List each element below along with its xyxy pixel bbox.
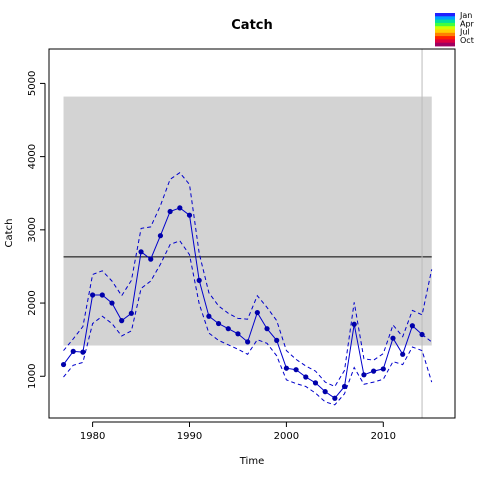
data-point	[186, 212, 193, 218]
data-point	[361, 372, 367, 378]
data-point	[293, 367, 299, 373]
legend-swatch	[435, 39, 455, 44]
legend-swatch	[435, 42, 455, 47]
data-point	[303, 374, 309, 380]
data-point	[80, 349, 86, 355]
data-point	[351, 321, 357, 327]
legend-swatch	[435, 32, 455, 37]
data-point	[400, 351, 406, 357]
data-point	[177, 205, 183, 211]
legend-swatch	[435, 22, 455, 27]
data-point	[245, 339, 251, 345]
data-point	[341, 383, 348, 390]
data-point	[235, 331, 241, 337]
data-point	[380, 366, 386, 372]
data-point	[109, 300, 115, 306]
points-layer	[60, 205, 425, 401]
data-point	[390, 335, 396, 341]
data-point	[70, 348, 76, 354]
data-point	[90, 292, 96, 298]
reference-band-layer	[63, 96, 432, 346]
upper-bound-line	[63, 172, 433, 388]
data-point	[99, 292, 105, 298]
data-point	[167, 208, 173, 215]
data-point	[148, 256, 154, 262]
data-point	[312, 380, 319, 386]
chart-title: Catch	[231, 18, 273, 33]
legend-swatch	[435, 13, 455, 17]
y-tick-label: 2000	[27, 290, 38, 315]
legend-swatch	[435, 19, 455, 24]
data-point	[254, 309, 260, 316]
data-point	[283, 365, 289, 371]
legend-swatch	[435, 29, 455, 34]
data-point	[419, 331, 425, 338]
data-point	[371, 368, 377, 374]
data-point	[119, 318, 125, 324]
data-point	[274, 337, 280, 343]
data-point	[409, 323, 415, 329]
axes-layer: 1980 1990 2000 2010 1000 2000 3000 4000 5000	[27, 71, 396, 442]
data-point	[128, 310, 134, 316]
plot-frame	[48, 48, 456, 419]
legend-label: Jan	[459, 11, 472, 20]
data-point	[60, 361, 67, 368]
legend-label: Oct	[460, 36, 474, 45]
data-point	[215, 320, 222, 327]
data-point	[225, 326, 231, 332]
data-point	[157, 233, 164, 239]
data-point	[206, 313, 212, 319]
legend-swatch	[435, 36, 455, 40]
data-point	[138, 249, 144, 255]
y-tick-label: 4000	[27, 144, 38, 169]
legend-label: Apr	[460, 19, 475, 28]
data-point	[322, 389, 328, 395]
legend-label: Jul	[459, 28, 470, 37]
x-tick-label: 1980	[80, 431, 105, 442]
x-axis-label: Time	[239, 456, 264, 467]
y-tick-label: 3000	[27, 217, 38, 242]
legend-swatch	[435, 16, 455, 20]
x-tick-label: 1990	[177, 431, 202, 442]
reference-band	[63, 96, 432, 346]
x-tick-label: 2010	[371, 431, 396, 442]
data-point	[264, 326, 270, 332]
y-tick-label: 1000	[27, 364, 38, 389]
data-point	[332, 395, 338, 401]
lower-bound-line	[63, 240, 433, 406]
y-axis-label: Catch	[4, 219, 15, 248]
y-tick-label: 5000	[27, 71, 38, 96]
legend-swatch	[435, 26, 455, 30]
x-tick-label: 2000	[274, 431, 299, 442]
data-point	[196, 277, 202, 283]
